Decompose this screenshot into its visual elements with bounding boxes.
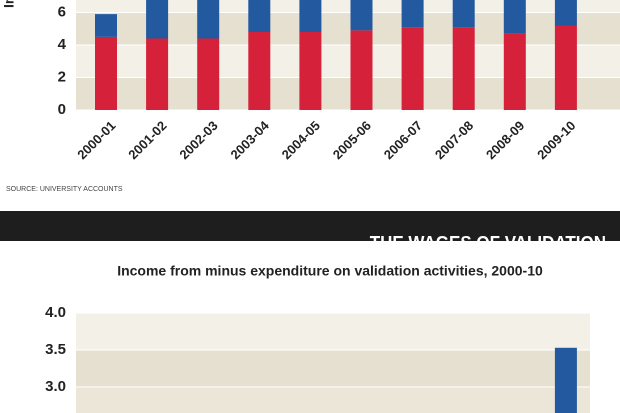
source: SOURCE: UNIVERSITY ACCOUNTS — [6, 186, 123, 193]
bar — [554, 25, 577, 110]
y-tick-label: 4.0 — [45, 304, 66, 321]
x-tick-label: 2004-05 — [279, 118, 323, 162]
x-tick-label: 2003-04 — [228, 117, 273, 162]
y-tick-label: 2 — [58, 68, 66, 85]
chart-title: Income from minus expenditure on validat… — [117, 263, 543, 279]
x-tick-label: 2006-07 — [381, 118, 425, 162]
x-tick-label: 2002-03 — [176, 118, 220, 162]
bar — [197, 0, 220, 39]
bar — [146, 0, 169, 39]
bar — [248, 32, 271, 110]
banner-band — [0, 211, 620, 241]
y-tick-label: 3.5 — [45, 341, 66, 358]
x-tick-label: 2001-02 — [125, 118, 169, 162]
bar — [95, 36, 117, 110]
bar — [350, 0, 373, 31]
banner-title: THE WAGES OF VALIDATION — [370, 232, 606, 253]
bar — [503, 0, 526, 34]
x-tick-label: 2009-10 — [534, 118, 578, 162]
bar — [401, 0, 424, 28]
bar — [248, 0, 271, 32]
grid-band — [76, 350, 590, 387]
x-tick-label: 2000-01 — [74, 118, 118, 162]
y-tick-label: 4 — [58, 36, 67, 53]
x-tick-label: 2008-09 — [483, 118, 527, 162]
y-axis-label: Inc — [1, 0, 17, 8]
bar — [299, 32, 322, 110]
y-tick-label: 3.0 — [45, 378, 66, 395]
x-tick-label: 2007-08 — [432, 118, 476, 162]
y-tick-label: 6 — [58, 3, 66, 20]
bar — [95, 14, 117, 37]
bar — [146, 38, 169, 110]
bar — [299, 0, 322, 32]
y-tick-label: 0 — [58, 101, 66, 118]
bar — [350, 30, 373, 110]
bar — [197, 38, 220, 110]
bar — [554, 347, 577, 413]
bar — [503, 33, 526, 110]
bar — [554, 0, 577, 26]
bar — [401, 27, 424, 110]
grid-band — [76, 313, 590, 350]
x-tick-label: 2005-06 — [330, 118, 374, 162]
bar — [452, 27, 475, 110]
bar — [452, 0, 475, 28]
